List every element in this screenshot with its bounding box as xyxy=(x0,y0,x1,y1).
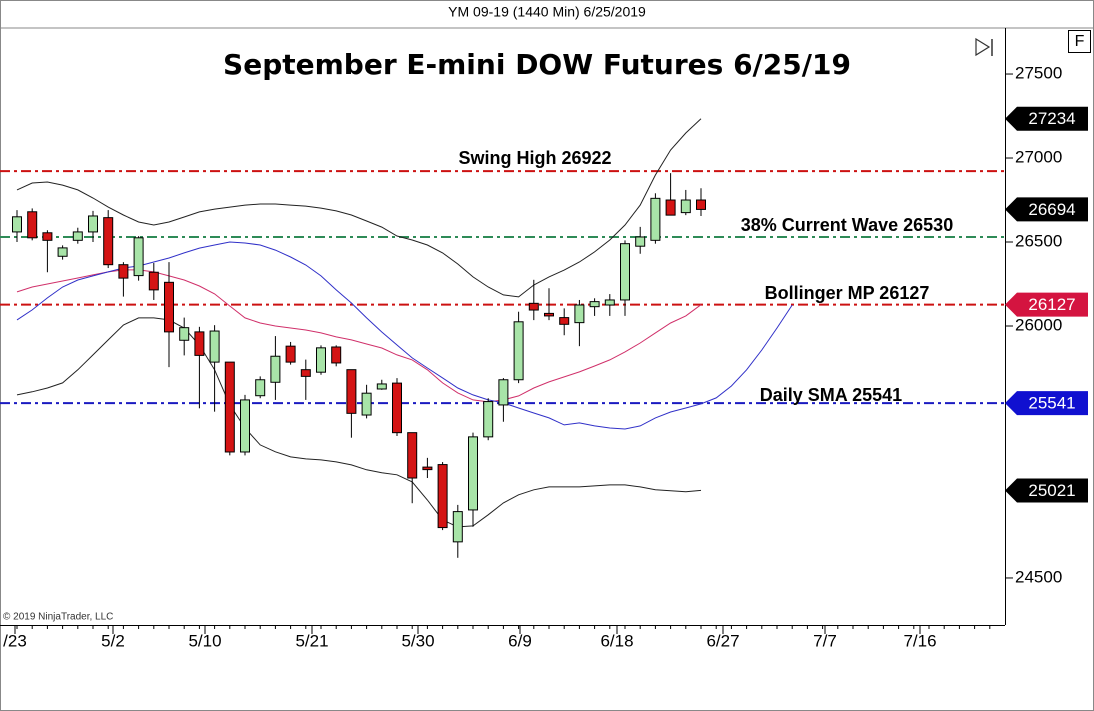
y-tick-label: 24500 xyxy=(1015,567,1062,586)
level-annotation: Swing High 26922 xyxy=(458,148,611,168)
candle-body xyxy=(148,271,159,291)
candle-body xyxy=(88,215,98,233)
candle-body xyxy=(680,199,691,214)
price-marker xyxy=(1005,391,1088,416)
candle-body xyxy=(437,464,448,529)
scroll-end-icon[interactable] xyxy=(975,37,993,57)
candle-body xyxy=(118,264,129,279)
candle-body xyxy=(513,321,524,381)
toolbar-button-label[interactable]: F xyxy=(1075,33,1085,50)
candle-body xyxy=(331,346,342,364)
chart-header: YM 09-19 (1440 Min) 6/25/2019 xyxy=(448,4,646,20)
candle-body xyxy=(665,199,676,216)
x-tick-label: 7/16 xyxy=(903,631,936,650)
candle-body xyxy=(300,369,311,377)
candle-body xyxy=(696,199,706,210)
x-tick-label: 6/18 xyxy=(600,631,633,650)
indicator-line xyxy=(16,241,793,430)
candle-body xyxy=(270,355,281,383)
candle-body xyxy=(240,399,250,453)
candle-body xyxy=(422,466,433,471)
x-tick-label: 5/2 xyxy=(101,631,125,650)
candle-body xyxy=(498,379,509,406)
candle-body xyxy=(483,401,494,438)
candle-body xyxy=(42,232,53,241)
candle-body xyxy=(376,383,387,390)
price-marker-label: 26694 xyxy=(1028,200,1075,219)
price-marker xyxy=(1005,292,1088,317)
price-marker-label: 26127 xyxy=(1028,295,1075,314)
level-annotation: Daily SMA 25541 xyxy=(760,385,902,405)
copyright: © 2019 NinjaTrader, LLC xyxy=(3,612,113,623)
level-annotation: 38% Current Wave 26530 xyxy=(741,215,953,235)
candle-body xyxy=(27,211,38,239)
level-annotation: Bollinger MP 26127 xyxy=(765,283,930,303)
candle-body xyxy=(164,281,174,333)
candle-body xyxy=(452,511,463,543)
candle-body xyxy=(604,299,615,306)
candle-body xyxy=(589,301,600,308)
candle-body xyxy=(57,247,68,257)
x-tick-label: 5/10 xyxy=(188,631,221,650)
candle-body xyxy=(346,369,357,414)
candle-body xyxy=(316,347,326,373)
candle-body xyxy=(559,317,570,325)
candle-body xyxy=(528,302,539,311)
candle-body xyxy=(209,330,220,363)
price-marker-label: 27234 xyxy=(1028,109,1075,128)
candle-body xyxy=(392,382,402,434)
price-marker xyxy=(1005,478,1088,503)
indicator-line xyxy=(16,269,702,403)
candle-body xyxy=(255,379,266,397)
y-tick-label: 26500 xyxy=(1015,231,1062,250)
price-marker xyxy=(1005,106,1088,131)
candle-body xyxy=(361,392,372,416)
y-tick-label: 26000 xyxy=(1015,315,1062,334)
candle-body xyxy=(650,197,661,241)
candle-body xyxy=(407,432,418,479)
candle-body xyxy=(635,236,646,247)
candle-body xyxy=(285,345,296,363)
price-marker xyxy=(1005,197,1088,222)
x-tick-label: 6/9 xyxy=(508,631,532,650)
chart-title: September E-mini DOW Futures 6/25/19 xyxy=(223,48,851,81)
candle-body xyxy=(620,243,630,301)
plot-area xyxy=(0,118,1005,558)
indicator-line xyxy=(16,118,702,298)
candle-body xyxy=(179,327,190,341)
candle-body xyxy=(103,217,114,266)
overlay: Swing High 26922 38% Current Wave 26530 Bo… xyxy=(458,148,953,405)
y-tick-label: 27500 xyxy=(1015,64,1062,83)
candle-body xyxy=(194,331,205,356)
candle-body xyxy=(72,231,83,241)
x-tick-label: 5/21 xyxy=(295,631,328,650)
candle-body xyxy=(468,436,478,511)
x-tick-label: 7/7 xyxy=(813,631,837,650)
price-marker-label: 25021 xyxy=(1028,481,1075,500)
price-marker-label: 25541 xyxy=(1028,394,1075,413)
candle-body xyxy=(224,361,235,453)
candle-body xyxy=(133,237,144,277)
candle-body xyxy=(544,312,554,317)
y-tick-label: 27000 xyxy=(1015,148,1062,167)
x-tick-label: /23 xyxy=(3,631,27,650)
x-tick-label: 6/27 xyxy=(706,631,739,650)
candle-body xyxy=(12,216,22,233)
candle-body xyxy=(574,304,585,324)
toolbar-button[interactable] xyxy=(1068,30,1091,53)
x-tick-label: 5/30 xyxy=(401,631,434,650)
indicator-line xyxy=(16,317,702,528)
